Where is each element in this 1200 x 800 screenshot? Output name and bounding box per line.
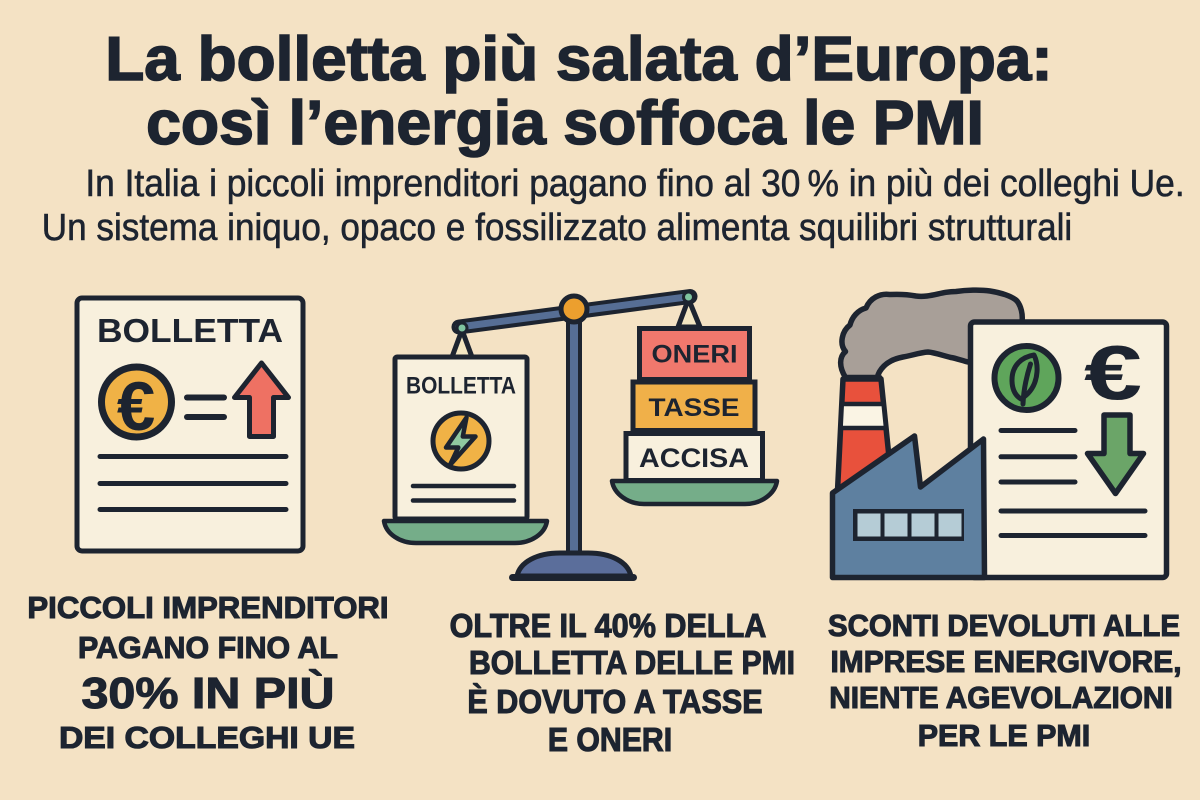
- svg-text:ONERI: ONERI: [652, 341, 738, 369]
- svg-text:TASSE: TASSE: [649, 394, 740, 422]
- svg-text:€: €: [117, 368, 155, 445]
- svg-text:BOLLETTA: BOLLETTA: [97, 312, 283, 349]
- svg-text:BOLLETTA: BOLLETTA: [406, 373, 516, 400]
- svg-text:ACCISA: ACCISA: [639, 443, 749, 473]
- svg-text:€: €: [1084, 331, 1142, 417]
